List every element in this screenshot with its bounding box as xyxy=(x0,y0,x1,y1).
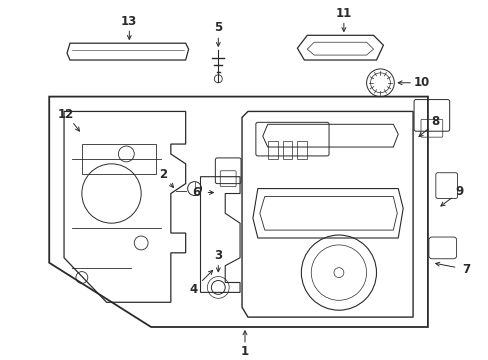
Text: 10: 10 xyxy=(413,76,429,89)
Text: 1: 1 xyxy=(241,345,248,358)
Text: 4: 4 xyxy=(189,283,197,296)
Text: 12: 12 xyxy=(58,108,74,121)
Text: 9: 9 xyxy=(454,185,463,198)
Bar xyxy=(282,141,292,159)
Text: 7: 7 xyxy=(462,263,469,276)
Bar xyxy=(297,141,306,159)
Bar xyxy=(267,141,277,159)
Text: 13: 13 xyxy=(121,15,137,28)
Text: 11: 11 xyxy=(335,7,351,20)
Text: 2: 2 xyxy=(159,168,166,181)
Text: 8: 8 xyxy=(431,115,439,128)
Text: 6: 6 xyxy=(192,186,200,199)
Text: 3: 3 xyxy=(214,249,222,262)
Text: 5: 5 xyxy=(214,21,222,34)
